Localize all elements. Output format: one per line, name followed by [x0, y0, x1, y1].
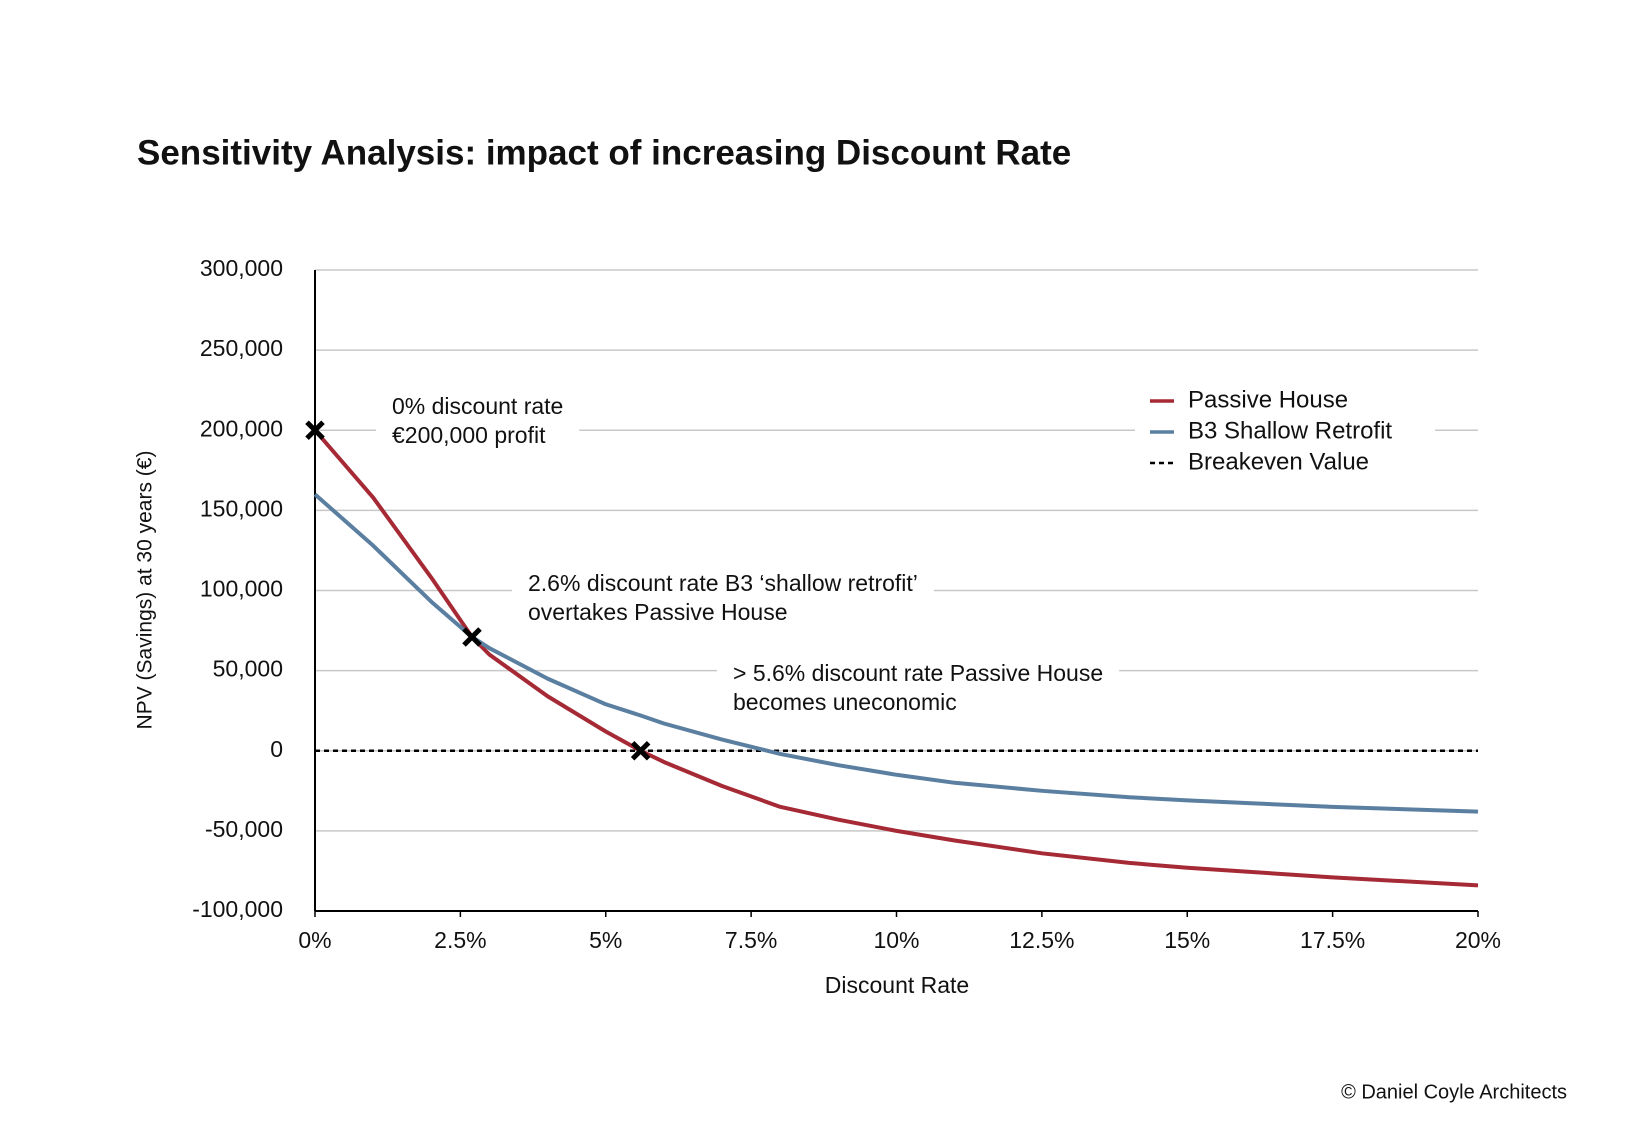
annotation-text: overtakes Passive House — [528, 599, 788, 625]
y-tick-label: 300,000 — [200, 255, 283, 281]
x-tick-label: 7.5% — [725, 927, 777, 953]
y-tick-label: 250,000 — [200, 335, 283, 361]
y-tick-label: 100,000 — [200, 576, 283, 602]
annotation: 2.6% discount rate B3 ‘shallow retrofit’… — [512, 565, 934, 635]
y-axis-title: NPV (Savings) at 30 years (€) — [134, 451, 157, 730]
y-tick-label: -100,000 — [192, 896, 283, 922]
annotation-bg — [512, 565, 934, 635]
chart-title: Sensitivity Analysis: impact of increasi… — [137, 133, 1071, 172]
annotation-text: 0% discount rate — [392, 393, 563, 419]
annotation-text: 2.6% discount rate B3 ‘shallow retrofit’ — [528, 570, 918, 596]
x-axis-title: Discount Rate — [825, 972, 969, 998]
x-tick-label: 0% — [298, 927, 331, 953]
credit: © Daniel Coyle Architects — [1341, 1081, 1567, 1103]
y-tick-label: -50,000 — [205, 816, 283, 842]
x-tick-label: 15% — [1164, 927, 1210, 953]
y-tick-label: 200,000 — [200, 415, 283, 441]
annotation: > 5.6% discount rate Passive House become… — [717, 655, 1120, 725]
legend-bg — [1135, 380, 1435, 480]
x-tick-label: 5% — [589, 927, 622, 953]
y-tick-label: 150,000 — [200, 495, 283, 521]
marker — [305, 420, 325, 441]
x-tick-label: 17.5% — [1300, 927, 1365, 953]
legend-label: Passive House — [1188, 386, 1348, 413]
annotation-text: €200,000 profit — [392, 422, 546, 448]
legend-label: B3 Shallow Retrofit — [1188, 417, 1392, 444]
y-tick-label: 0 — [270, 736, 283, 762]
marker — [630, 740, 651, 761]
x-tick-label: 20% — [1455, 927, 1501, 953]
annotation-bg — [717, 655, 1120, 725]
legend-label: Breakeven Value — [1188, 448, 1369, 475]
annotation-text: > 5.6% discount rate Passive House — [733, 660, 1103, 686]
y-tick-label: 50,000 — [213, 656, 283, 682]
annotation-bg — [376, 388, 580, 458]
x-tick-label: 12.5% — [1009, 927, 1074, 953]
x-tick-label: 2.5% — [434, 927, 486, 953]
annotation: 0% discount rate €200,000 profit — [376, 388, 580, 458]
annotation-text: becomes uneconomic — [733, 689, 957, 715]
marker — [462, 627, 482, 647]
x-tick-label: 10% — [873, 927, 919, 953]
